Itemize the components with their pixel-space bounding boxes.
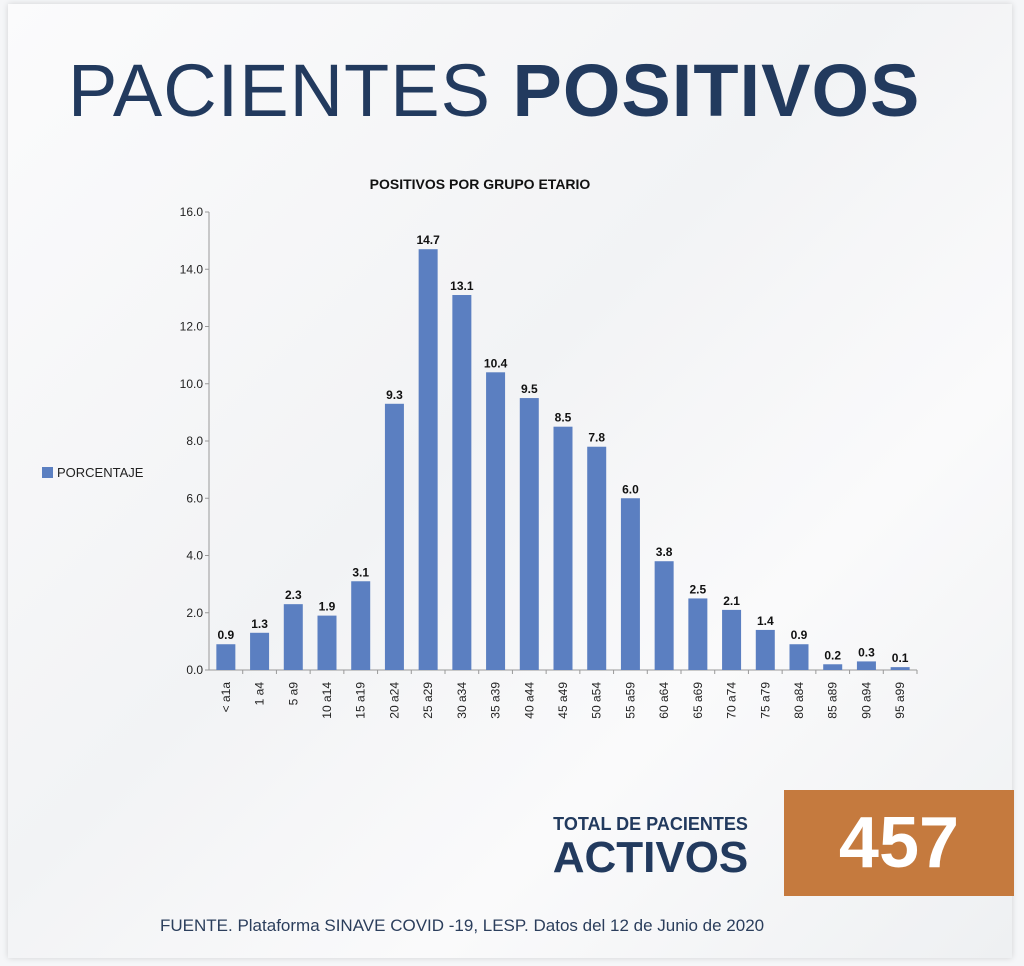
x-tick-label: 85 a89	[826, 682, 840, 719]
bar	[216, 644, 236, 670]
total-value-box: 457	[784, 790, 1014, 896]
bar-value-label: 0.1	[892, 651, 909, 665]
bar	[890, 667, 910, 670]
y-tick-label: 16.0	[180, 205, 204, 219]
x-tick-label: 20 a24	[387, 682, 401, 719]
x-tick-label: 1 a4	[253, 682, 267, 706]
legend-label: PORCENTAJE	[57, 465, 144, 480]
bar	[620, 498, 640, 670]
bar	[283, 604, 303, 670]
bar	[722, 609, 742, 670]
y-tick-label: 12.0	[180, 320, 204, 334]
title-regular: PACIENTES	[68, 49, 491, 132]
bar-value-label: 1.3	[251, 617, 268, 631]
x-tick-label: 5 a9	[286, 682, 300, 706]
x-tick-label: 65 a69	[691, 682, 705, 719]
bar-value-label: 2.1	[723, 594, 740, 608]
bar	[452, 295, 472, 670]
bar-value-label: 0.2	[824, 648, 841, 662]
bar-value-label: 1.9	[319, 600, 336, 614]
x-tick-label: 55 a59	[623, 682, 637, 719]
bar	[519, 398, 539, 670]
bar-value-label: 8.5	[555, 411, 572, 425]
bar-value-label: 1.4	[757, 614, 774, 628]
x-tick-label: 60 a64	[657, 682, 671, 719]
x-tick-label: 35 a39	[489, 682, 503, 719]
bar	[789, 644, 809, 670]
bar	[250, 632, 270, 670]
bar	[856, 661, 876, 670]
bar-value-label: 3.1	[352, 565, 369, 579]
x-tick-label: < a1a	[219, 682, 233, 713]
y-tick-label: 0.0	[186, 663, 203, 677]
bar	[823, 664, 843, 670]
bar	[587, 446, 607, 670]
x-tick-label: 25 a29	[421, 682, 435, 719]
x-tick-label: 40 a44	[522, 682, 536, 719]
bar-value-label: 9.5	[521, 382, 538, 396]
x-tick-label: 70 a74	[725, 682, 739, 719]
x-tick-label: 80 a84	[792, 682, 806, 719]
title-bold: POSITIVOS	[512, 49, 921, 132]
bar-value-label: 0.3	[858, 645, 875, 659]
total-value: 457	[838, 803, 960, 883]
bar-value-label: 2.3	[285, 588, 302, 602]
y-tick-label: 4.0	[186, 549, 203, 563]
bar	[351, 581, 371, 670]
total-caption-line2: ACTIVOS	[552, 833, 749, 882]
bar	[553, 426, 573, 670]
x-tick-label: 75 a79	[758, 682, 772, 719]
y-tick-label: 6.0	[186, 491, 203, 505]
page-title: PACIENTES POSITIVOS	[68, 48, 920, 133]
chart-title: POSITIVOS POR GRUPO ETARIO	[370, 176, 591, 192]
bar	[486, 372, 506, 670]
bar-chart: POSITIVOS POR GRUPO ETARIO 0.0 2.0 4.0 6.0 8.…	[42, 176, 918, 719]
bar-value-label: 13.1	[450, 279, 474, 293]
bar-value-label: 2.5	[690, 582, 707, 596]
bar-value-label: 9.3	[386, 388, 403, 402]
x-tick-label: 10 a14	[320, 682, 334, 719]
x-tick-label: 50 a54	[590, 682, 604, 719]
x-tick-label: 15 a19	[354, 682, 368, 719]
bar-value-label: 0.9	[791, 628, 808, 642]
legend-swatch	[42, 467, 53, 478]
bar	[384, 403, 404, 670]
x-tick-label: 45 a49	[556, 682, 570, 719]
total-caption: TOTAL DE PACIENTES ACTIVOS	[548, 814, 753, 881]
bar-value-label: 10.4	[484, 356, 508, 370]
bar	[317, 615, 337, 670]
y-tick-label: 8.0	[186, 434, 203, 448]
bar-value-label: 7.8	[588, 431, 605, 445]
bar-value-label: 6.0	[622, 482, 639, 496]
bar	[418, 249, 438, 670]
bar-value-label: 3.8	[656, 545, 673, 559]
x-tick-label: 30 a34	[455, 682, 469, 719]
x-tick-label: 95 a99	[893, 682, 907, 719]
total-caption-line1: TOTAL DE PACIENTES	[553, 814, 748, 834]
source-note: FUENTE. Plataforma SINAVE COVID -19, LES…	[160, 916, 765, 935]
y-tick-label: 2.0	[186, 606, 203, 620]
bar-value-label: 0.9	[218, 628, 235, 642]
x-tick-label: 90 a94	[859, 682, 873, 719]
bar	[688, 598, 708, 670]
bar-value-label: 14.7	[416, 233, 440, 247]
bar	[755, 629, 775, 670]
y-tick-label: 10.0	[180, 377, 204, 391]
y-tick-label: 14.0	[180, 262, 204, 276]
bar	[654, 561, 674, 670]
